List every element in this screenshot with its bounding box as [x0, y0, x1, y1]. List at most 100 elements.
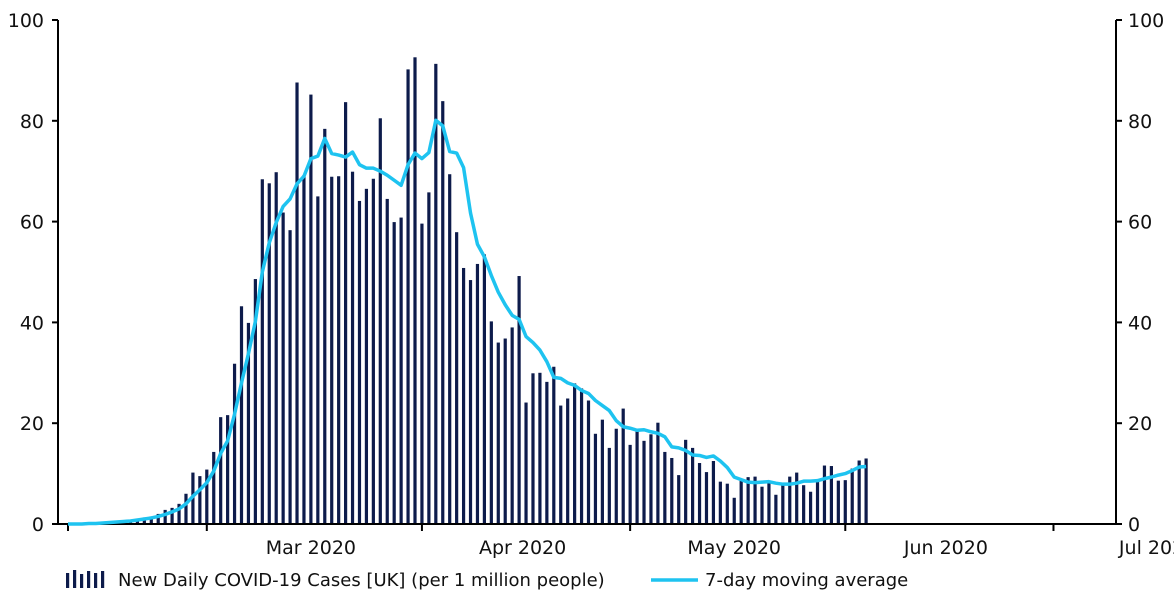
bar: [489, 321, 493, 524]
bar: [475, 263, 480, 524]
bar: [531, 373, 535, 524]
bar: [163, 509, 167, 524]
bar: [704, 472, 709, 524]
legend-bar-mark: [87, 571, 91, 588]
bar: [156, 513, 160, 524]
bar: [795, 472, 799, 524]
bar: [857, 460, 861, 524]
bar: [552, 366, 556, 524]
bar: [808, 491, 813, 524]
legend-label-cases: New Daily COVID-19 Cases [UK] (per 1 mil…: [118, 570, 605, 591]
bar: [593, 433, 598, 524]
bar: [378, 118, 382, 524]
y-tick-label-left: 100: [8, 10, 44, 32]
bar: [232, 363, 237, 524]
bar: [226, 415, 230, 524]
bar: [441, 101, 445, 524]
bar: [517, 276, 521, 524]
bar: [344, 102, 348, 525]
legend-bar-swatch: [66, 570, 105, 588]
bar: [802, 485, 806, 524]
bar: [753, 476, 757, 524]
bar: [482, 254, 486, 525]
y-ticks: 0 0 20 20 40 40 60 60 80 80 100 100: [8, 10, 1165, 536]
bar: [586, 400, 591, 524]
bar: [559, 405, 563, 524]
bar: [677, 475, 681, 524]
bar: [357, 200, 362, 524]
bar: [642, 440, 646, 524]
bar: [614, 428, 618, 524]
bar: [399, 217, 403, 524]
bar: [545, 381, 549, 524]
y-tick-label-right: 60: [1128, 212, 1152, 234]
legend-bar-mark: [73, 570, 77, 588]
bar: [566, 398, 570, 524]
x-tick-label: Jun 2020: [903, 537, 988, 559]
bar: [850, 468, 854, 524]
bar: [316, 196, 320, 524]
bar: [760, 486, 764, 524]
bar: [718, 481, 722, 524]
bar: [843, 480, 847, 524]
bar: [864, 458, 868, 524]
legend-bar-mark: [66, 573, 70, 588]
moving-average-line: [68, 118, 867, 526]
bar: [815, 481, 820, 524]
bar: [350, 171, 355, 524]
y-tick-label-left: 40: [20, 312, 44, 334]
bar: [288, 230, 292, 525]
bar: [822, 465, 827, 524]
bar: [510, 327, 514, 524]
bar: [260, 179, 264, 524]
bar: [323, 128, 327, 525]
bar: [184, 493, 188, 524]
bar: [371, 178, 375, 524]
bar: [468, 280, 473, 524]
bar: [239, 306, 244, 524]
bar: [524, 402, 528, 524]
bar: [635, 430, 639, 524]
bar: [600, 419, 604, 524]
bar: [212, 451, 216, 524]
bar: [219, 417, 223, 524]
legend-bar-mark: [101, 571, 105, 588]
bar: [732, 497, 736, 524]
bar: [503, 338, 507, 524]
bar: [246, 322, 251, 524]
bar: [170, 507, 174, 524]
bar: [670, 457, 674, 524]
legend-label-moving-average: 7-day moving average: [705, 570, 908, 591]
bar: [205, 469, 209, 524]
bar: [434, 63, 438, 524]
y-tick-label-left: 20: [20, 413, 44, 435]
bar: [295, 82, 299, 524]
legend: New Daily COVID-19 Cases [UK] (per 1 mil…: [66, 570, 908, 591]
bar: [385, 198, 389, 525]
bar: [836, 480, 840, 524]
bar: [267, 183, 271, 525]
x-ticks: Mar 2020 Apr 2020 May 2020 Jun 2020 Jul 2020: [67, 524, 1174, 559]
y-tick-label-left: 0: [32, 514, 44, 536]
bar: [302, 175, 306, 525]
bar: [177, 503, 181, 524]
bar: [309, 94, 313, 524]
x-tick-label: Apr 2020: [479, 537, 566, 559]
bar: [573, 383, 577, 524]
bar: [253, 279, 257, 524]
bar: [274, 172, 278, 524]
y-tick-label-right: 0: [1128, 514, 1140, 536]
bar: [149, 516, 153, 524]
bar: [330, 176, 334, 525]
bar: [198, 476, 202, 524]
bar: [337, 176, 341, 525]
bar: [656, 422, 660, 524]
bar: [392, 222, 396, 524]
y-tick-label-right: 100: [1128, 10, 1164, 32]
bar: [788, 476, 792, 524]
axes: [57, 20, 1117, 525]
x-tick-label: Jul 2020: [1118, 537, 1174, 559]
bar: [364, 188, 369, 524]
bar: [538, 372, 542, 524]
